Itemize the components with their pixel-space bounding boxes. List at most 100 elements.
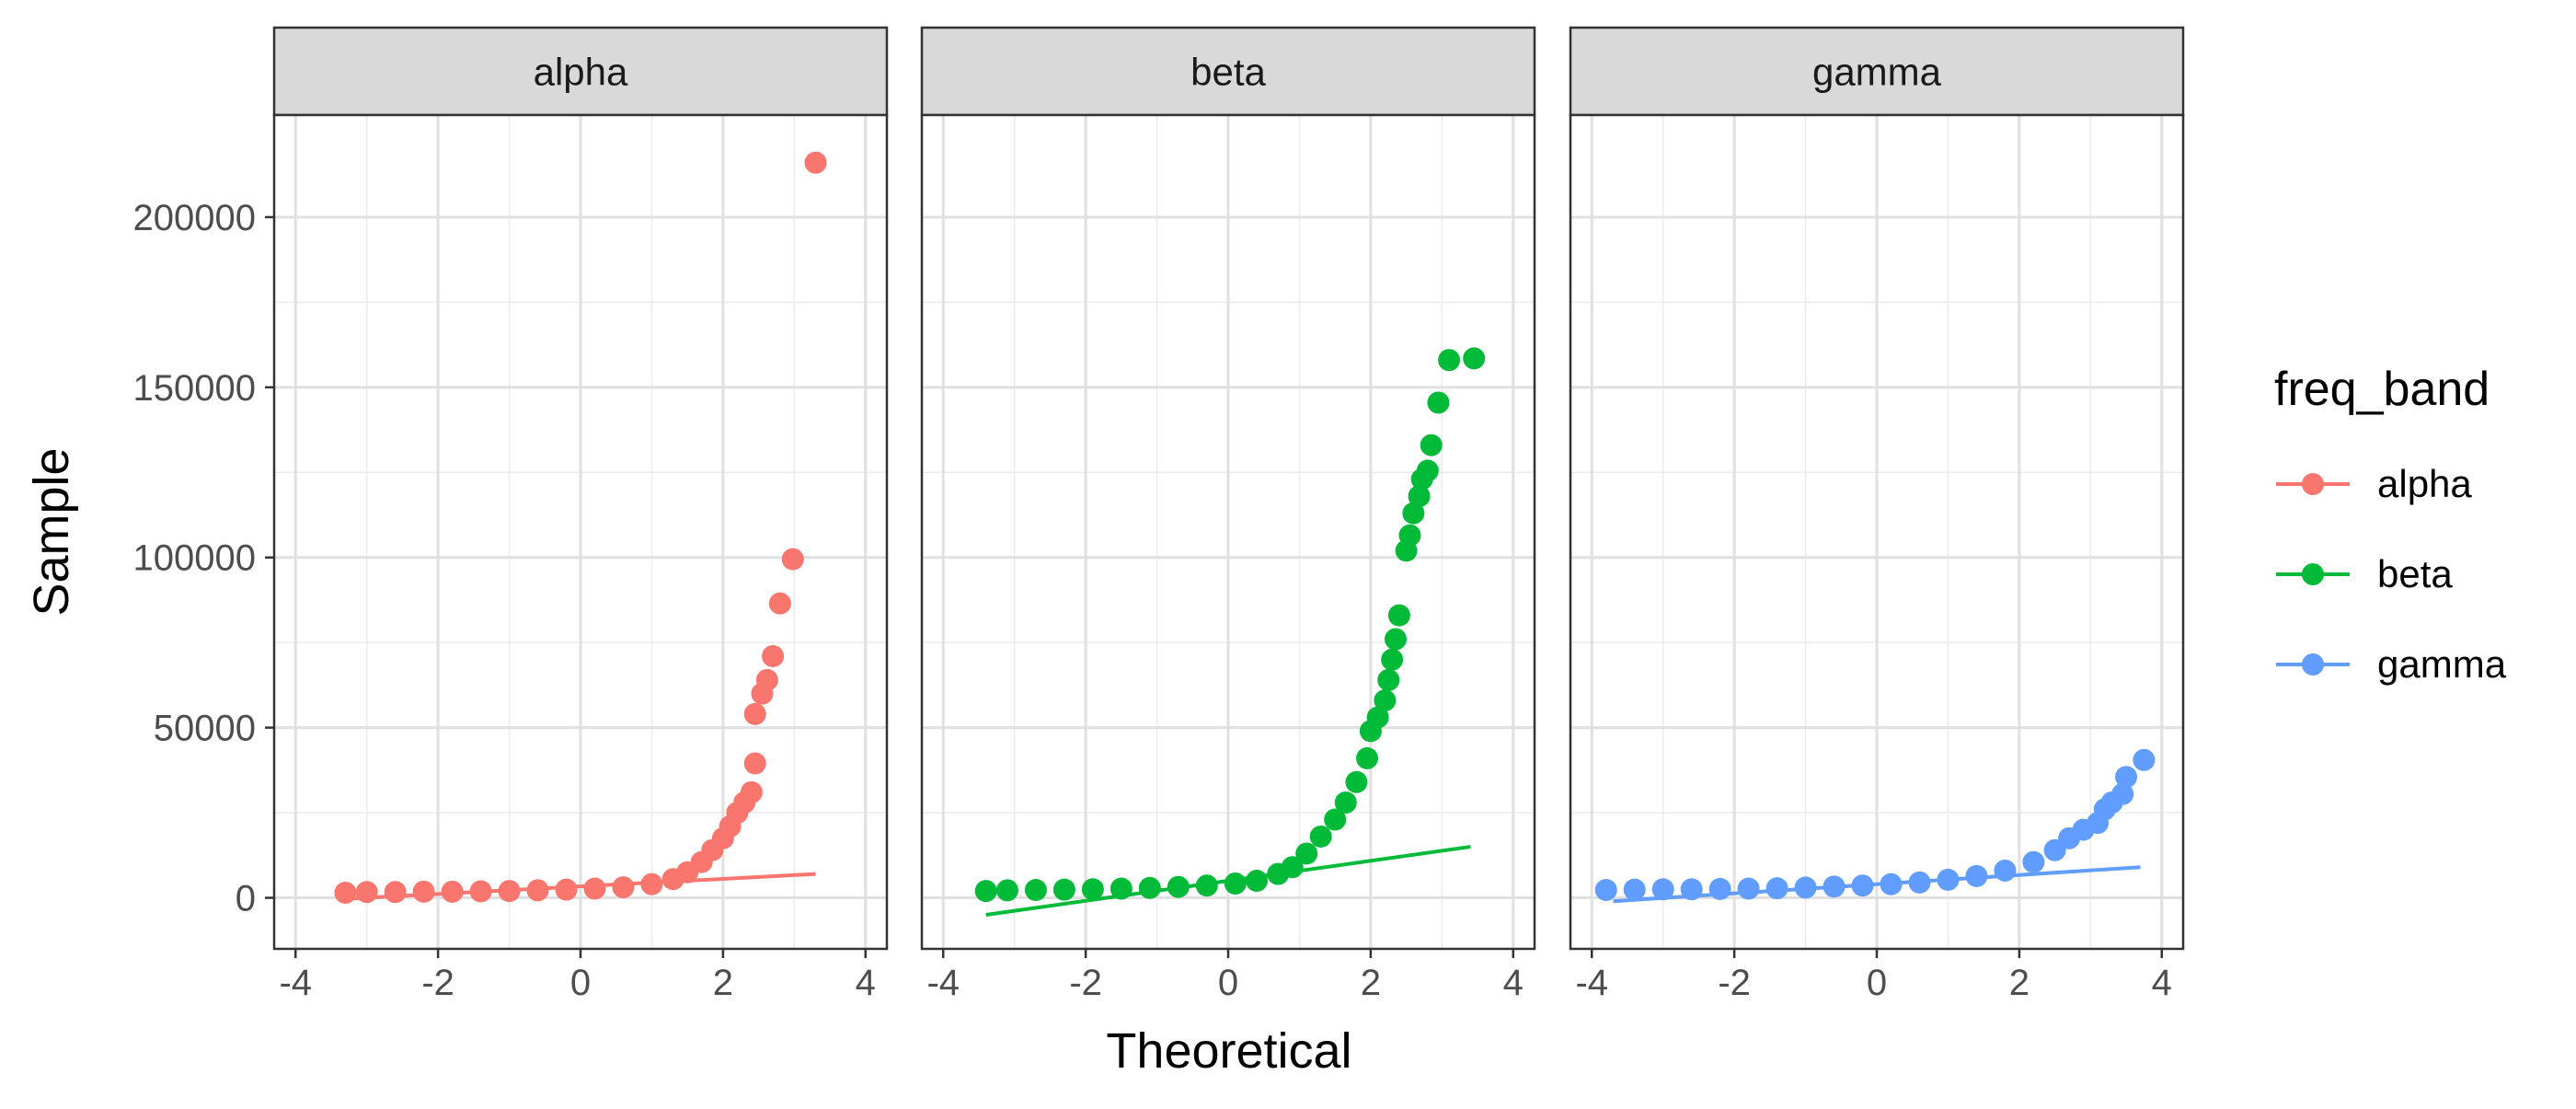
data-point: [1081, 878, 1104, 901]
data-point: [612, 876, 635, 899]
facet-label-gamma: gamma: [1812, 51, 1942, 94]
x-tick-label: -4: [279, 963, 312, 1003]
data-point: [1377, 668, 1400, 691]
data-point: [1438, 349, 1461, 372]
data-point: [1138, 876, 1161, 899]
data-point: [740, 780, 763, 803]
x-tick-label: -2: [421, 963, 454, 1003]
data-point: [1427, 391, 1450, 414]
y-axis-title: Sample: [24, 447, 79, 616]
data-point: [1463, 347, 1486, 370]
x-tick-label: 2: [2009, 963, 2030, 1003]
x-tick-label: 0: [1867, 963, 1887, 1003]
data-layer-gamma: [1594, 748, 2156, 904]
data-point: [1324, 808, 1347, 831]
x-tick-label: 4: [2152, 963, 2172, 1003]
data-point: [1381, 648, 1404, 671]
data-point: [1708, 877, 1731, 900]
data-point: [768, 592, 791, 615]
data-point: [1398, 524, 1421, 547]
legend-entry-alpha: alpha: [2276, 462, 2472, 505]
x-tick-label: 4: [856, 963, 876, 1003]
data-point: [555, 878, 578, 901]
data-point: [412, 880, 435, 903]
legend-key-point: [2302, 563, 2324, 585]
data-layer-beta: [974, 347, 1486, 918]
facet-strip-beta: [920, 26, 1536, 117]
data-point: [1420, 433, 1443, 456]
data-point: [1345, 770, 1368, 793]
data-point: [1384, 628, 1407, 651]
data-point: [1402, 502, 1425, 525]
data-point: [1224, 872, 1247, 895]
data-point: [2022, 850, 2045, 873]
legend-label: gamma: [2377, 642, 2507, 686]
data-point: [583, 877, 606, 900]
legend-label: alpha: [2377, 462, 2472, 505]
data-point: [384, 881, 407, 904]
data-point: [1356, 746, 1379, 769]
data-point: [1295, 842, 1318, 865]
data-point: [334, 881, 357, 904]
x-tick-label: -4: [1575, 963, 1608, 1003]
x-tick-label: -2: [1069, 963, 1102, 1003]
data-point: [781, 548, 804, 571]
qq-reference-line: [985, 845, 1471, 918]
y-tick-label: 0: [236, 879, 256, 919]
data-point: [1245, 870, 1268, 893]
data-point: [1737, 877, 1760, 900]
y-tick-label: 200000: [133, 198, 256, 238]
data-point: [743, 702, 766, 725]
data-layer-alpha: [334, 151, 827, 904]
x-tick-label: -4: [926, 963, 960, 1003]
data-point: [762, 644, 785, 667]
y-tick-label: 50000: [154, 709, 256, 749]
x-tick-label: 0: [570, 963, 591, 1003]
qq-reference-line: [345, 872, 816, 901]
data-point: [2133, 748, 2156, 771]
legend-entry-gamma: gamma: [2276, 642, 2507, 686]
data-point: [1765, 877, 1788, 900]
x-tick-label: 2: [1361, 963, 1381, 1003]
x-tick-label: -2: [1718, 963, 1751, 1003]
facet-strip-alpha: [272, 26, 889, 117]
data-point: [1994, 859, 2017, 882]
data-point: [1024, 879, 1047, 902]
facet-label-beta: beta: [1190, 51, 1266, 94]
x-tick-label: 4: [1503, 963, 1524, 1003]
legend-title: freq_band: [2274, 363, 2490, 416]
x-tick-label: 2: [713, 963, 733, 1003]
y-tick-label: 100000: [133, 538, 256, 579]
data-point: [1387, 604, 1410, 627]
data-point: [1651, 878, 1674, 901]
data-point: [1623, 878, 1646, 901]
data-point: [1374, 689, 1397, 712]
data-point: [1408, 485, 1431, 508]
data-point: [1416, 459, 1439, 482]
legend-entry-beta: beta: [2276, 552, 2453, 595]
panel-gamma: gamma -4 -2 0 2 4: [1569, 26, 2185, 1003]
data-point: [1366, 706, 1389, 729]
legend-key-point: [2302, 653, 2324, 676]
data-point: [2115, 766, 2138, 789]
data-point: [755, 668, 778, 691]
legend-label: beta: [2377, 552, 2453, 595]
panel-beta: beta -4 -2 0 2 4: [920, 26, 1536, 1003]
data-point: [1334, 791, 1357, 814]
x-axis-title: Theoretical: [1106, 1023, 1351, 1079]
data-point: [974, 880, 997, 903]
data-point: [2111, 782, 2134, 805]
x-tick-label: 0: [1218, 963, 1238, 1003]
panel-alpha: alpha -4 -2 0 2 4: [272, 26, 889, 1003]
data-point: [995, 879, 1018, 902]
data-point: [804, 151, 827, 174]
data-point: [1052, 878, 1075, 901]
y-tick-label: 150000: [133, 368, 256, 409]
legend-key-point: [2302, 473, 2324, 495]
data-point: [1309, 825, 1332, 848]
data-point: [1594, 879, 1617, 902]
data-point: [743, 752, 766, 775]
